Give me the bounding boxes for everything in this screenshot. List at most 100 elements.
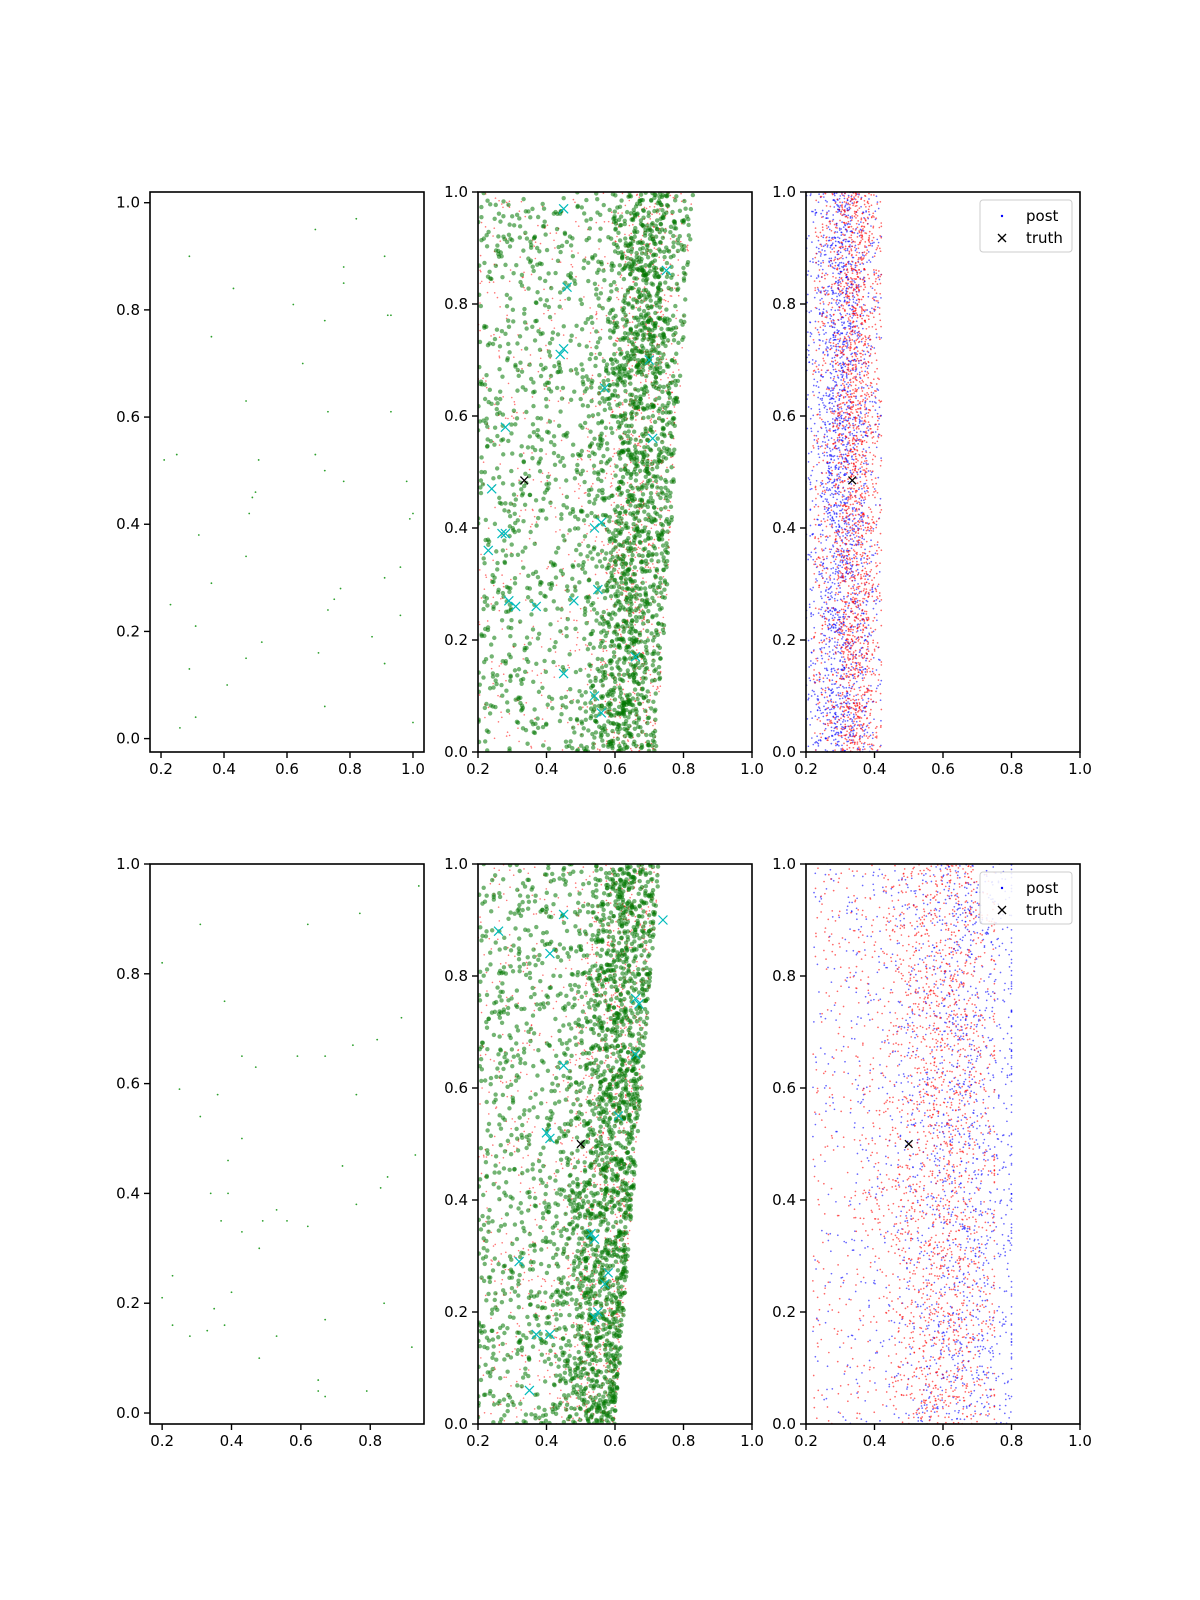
posterior-point (865, 604, 868, 606)
sample-point (622, 330, 628, 336)
sample-point (603, 496, 608, 501)
posterior-point (831, 407, 833, 410)
sample-point (501, 234, 506, 239)
prior-point (630, 232, 632, 235)
sample-point (546, 386, 552, 392)
posterior-point (823, 705, 825, 708)
posterior-point (862, 350, 865, 353)
prior-point (650, 527, 653, 530)
posterior-point (847, 282, 849, 285)
sample-point (644, 389, 650, 394)
prior-point (655, 688, 658, 691)
sample-point (660, 235, 666, 240)
sample-point (606, 396, 611, 402)
sample-point (614, 464, 619, 469)
sample-point (508, 678, 513, 683)
sample-point (639, 386, 645, 392)
sample-point (629, 557, 634, 562)
sample-point (659, 202, 664, 208)
sample-point (634, 298, 639, 303)
sample-point (616, 556, 621, 561)
sample-point (535, 415, 540, 421)
prior-point (605, 640, 607, 643)
posterior-point (835, 694, 838, 697)
posterior-point (861, 542, 864, 545)
prior-point (635, 375, 638, 377)
prior-point (554, 507, 556, 509)
prior-point (631, 586, 633, 588)
posterior-point (852, 625, 855, 628)
prior-point (613, 572, 616, 575)
prior-point (492, 281, 495, 283)
y-axis: 0.00.20.40.60.81.0 (444, 183, 478, 761)
prior-point (485, 386, 488, 389)
sample-point (612, 643, 617, 648)
sample-point (564, 478, 569, 483)
sample-point (500, 548, 506, 553)
sample-point (584, 218, 589, 223)
prior-point (613, 448, 615, 450)
prior-point (493, 227, 496, 229)
sample-point (660, 341, 665, 346)
sample-point (512, 642, 517, 648)
sample-point (663, 505, 668, 510)
sample-point (601, 202, 606, 208)
sample-point (505, 708, 511, 714)
sample-point (588, 429, 593, 434)
sample-point (609, 261, 615, 266)
prior-point (529, 354, 532, 356)
prior-point (649, 419, 652, 422)
prior-point (534, 717, 536, 720)
sample-point (655, 585, 661, 590)
sample-point (485, 603, 490, 608)
sample-point (497, 366, 502, 372)
sample-point (598, 291, 604, 296)
sample-point (653, 478, 659, 484)
sample-point (577, 542, 582, 548)
prior-point (500, 711, 502, 713)
sample-point (628, 475, 633, 481)
sample-point (485, 424, 490, 429)
posterior-point (828, 341, 831, 343)
posterior-point (854, 536, 856, 539)
sample-point (657, 365, 663, 370)
prior-point (480, 597, 483, 599)
prior-point (627, 680, 630, 683)
sample-point (323, 319, 326, 322)
sample-point (626, 370, 631, 375)
posterior-point (849, 244, 851, 246)
posterior-point (820, 608, 822, 611)
sample-point (625, 726, 630, 731)
posterior-point (835, 529, 837, 532)
posterior-point (829, 371, 832, 374)
prior-point (539, 242, 542, 245)
sample-point (621, 639, 626, 644)
posterior-point (814, 320, 817, 323)
sample-point (615, 664, 620, 669)
sample-point (622, 221, 628, 227)
prior-point (634, 601, 636, 603)
prior-point (591, 653, 593, 655)
sample-point (618, 667, 623, 673)
prior-point (595, 221, 598, 224)
prior-point (500, 662, 502, 665)
sample-point (487, 711, 493, 716)
posterior-point (849, 417, 852, 420)
sample-point (613, 414, 619, 419)
sample-point (483, 420, 489, 426)
prior-point (569, 649, 572, 652)
sample-point (521, 565, 526, 570)
posterior-point (841, 736, 843, 739)
prior-point (607, 220, 610, 223)
sample-point (545, 380, 550, 385)
prior-point (620, 274, 623, 277)
sample-point (597, 351, 603, 357)
sample-point (564, 744, 569, 749)
sample-point (676, 286, 681, 291)
sample-point (537, 347, 543, 352)
sample-point (637, 290, 642, 296)
sample-point (602, 723, 607, 728)
prior-point (659, 311, 662, 314)
prior-point (674, 411, 676, 414)
prior-point (516, 411, 518, 414)
